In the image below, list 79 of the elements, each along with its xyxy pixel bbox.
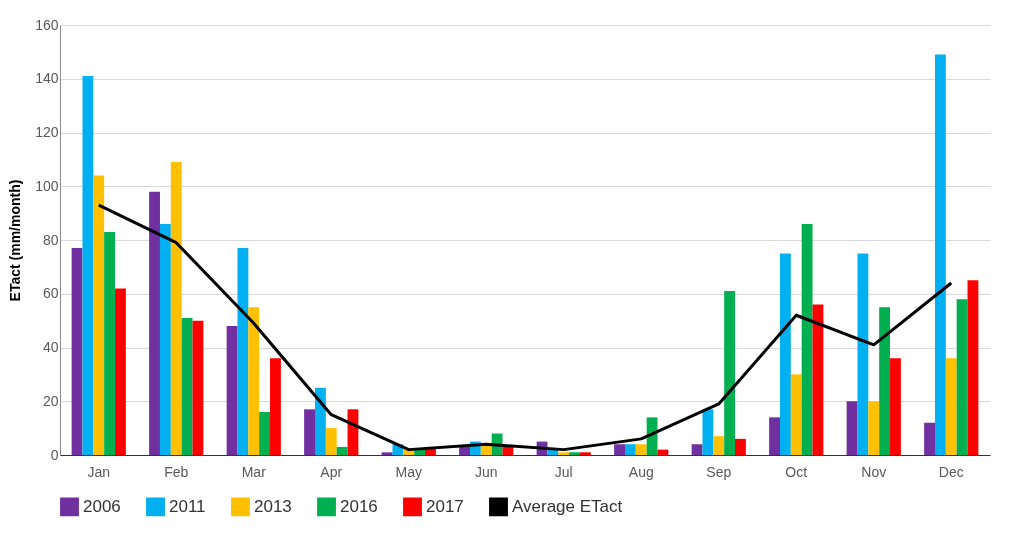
bar	[248, 307, 260, 455]
line-series	[97, 203, 953, 452]
bar	[149, 191, 160, 455]
bar	[71, 248, 83, 455]
bar	[868, 401, 880, 455]
bar	[769, 417, 780, 455]
bar	[635, 444, 647, 455]
x-tick-label: Sep	[706, 463, 732, 480]
bar	[93, 175, 105, 455]
bar	[614, 444, 625, 455]
x-tick-label: Jun	[474, 463, 498, 480]
bar	[181, 317, 193, 455]
bar	[226, 326, 238, 455]
legend-label: 2006	[83, 496, 121, 516]
bar	[779, 253, 791, 455]
x-tick-label: Jan	[87, 463, 111, 480]
y-tick-label: 120	[35, 124, 59, 140]
x-tick-label: May	[395, 463, 422, 480]
bar	[790, 374, 802, 455]
bar	[879, 307, 891, 455]
bar	[192, 320, 204, 455]
bar	[624, 444, 636, 455]
x-tick-label: Oct	[785, 463, 808, 480]
bar	[170, 162, 182, 455]
bar	[159, 223, 171, 455]
bar	[259, 412, 271, 455]
bar	[713, 436, 725, 455]
bar	[459, 446, 470, 455]
bar	[846, 401, 858, 455]
y-tick-label: 60	[42, 285, 59, 302]
bar	[82, 76, 94, 455]
bar	[381, 452, 393, 455]
legend-label: 2013	[254, 496, 292, 516]
bar	[812, 304, 824, 455]
bar	[336, 446, 348, 455]
bar	[691, 444, 703, 455]
bar	[857, 253, 869, 455]
bar	[945, 358, 957, 455]
y-tick-label: 40	[42, 339, 59, 355]
bar	[956, 299, 968, 455]
bar	[115, 288, 126, 455]
bar	[934, 54, 946, 455]
x-tick-label: Dec	[938, 463, 964, 480]
bar	[304, 409, 315, 455]
bar	[502, 446, 514, 455]
bar	[558, 452, 570, 455]
x-tick-label: Mar	[241, 463, 267, 480]
y-tick-label: 80	[42, 231, 59, 248]
bar	[314, 387, 326, 455]
bar	[735, 438, 746, 455]
y-axis-title: ETact (mm/month)	[7, 179, 24, 302]
y-tick-label: 0	[50, 446, 59, 463]
x-tick-label: Nov	[861, 463, 887, 480]
legend-label: 2016	[340, 496, 378, 516]
bar	[890, 358, 901, 455]
bar	[924, 422, 935, 455]
bar	[547, 449, 559, 455]
bar	[237, 248, 249, 455]
y-tick-label: 140	[35, 70, 59, 87]
bar	[270, 358, 281, 455]
legend-label: Average ETact	[512, 496, 623, 516]
legend-label: 2017	[426, 496, 464, 516]
bar	[569, 452, 581, 455]
bar	[104, 231, 116, 455]
bar	[801, 223, 813, 455]
bar	[967, 280, 979, 455]
bar	[580, 452, 591, 455]
bar	[646, 417, 658, 455]
x-tick-label: Aug	[628, 463, 654, 480]
x-tick-label: Feb	[164, 463, 189, 480]
y-tick-label: 160	[35, 16, 59, 33]
bar	[325, 428, 337, 455]
x-tick-label: Jul	[554, 463, 573, 480]
x-tick-label: Apr	[320, 463, 343, 480]
bar	[724, 291, 736, 455]
bar	[702, 409, 714, 455]
legend-label: 2011	[169, 496, 206, 516]
y-tick-label: 100	[35, 177, 59, 194]
y-tick-label: 20	[42, 392, 59, 409]
